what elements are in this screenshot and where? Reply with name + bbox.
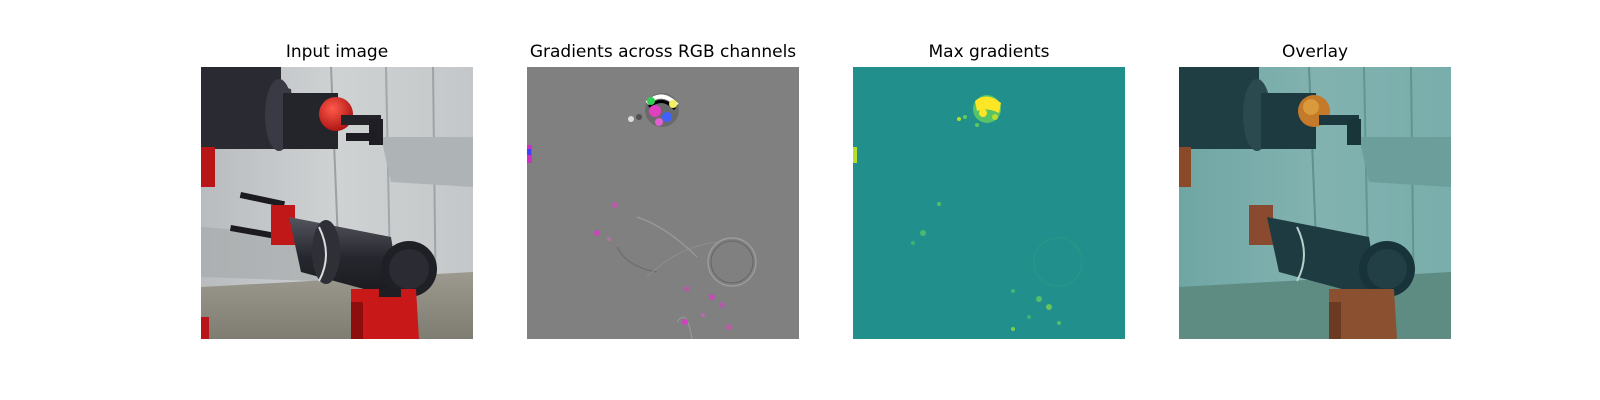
- panel-title-max-gradients: Max gradients: [928, 42, 1050, 62]
- gradients-image: [527, 67, 799, 339]
- panel-title-gradients: Gradients across RGB channels: [529, 42, 797, 62]
- overlay-image: [1179, 67, 1451, 339]
- panel-gradients: Gradients across RGB channels: [527, 0, 799, 400]
- panel-overlay: Overlay: [1179, 0, 1451, 400]
- input-image: [201, 67, 473, 339]
- panel-max-gradients: Max gradients: [853, 0, 1125, 400]
- max-gradients-image: [853, 67, 1125, 339]
- panel-input: Input image: [201, 0, 473, 400]
- panel-title-overlay: Overlay: [1281, 42, 1349, 62]
- panel-title-input: Input image: [285, 42, 389, 62]
